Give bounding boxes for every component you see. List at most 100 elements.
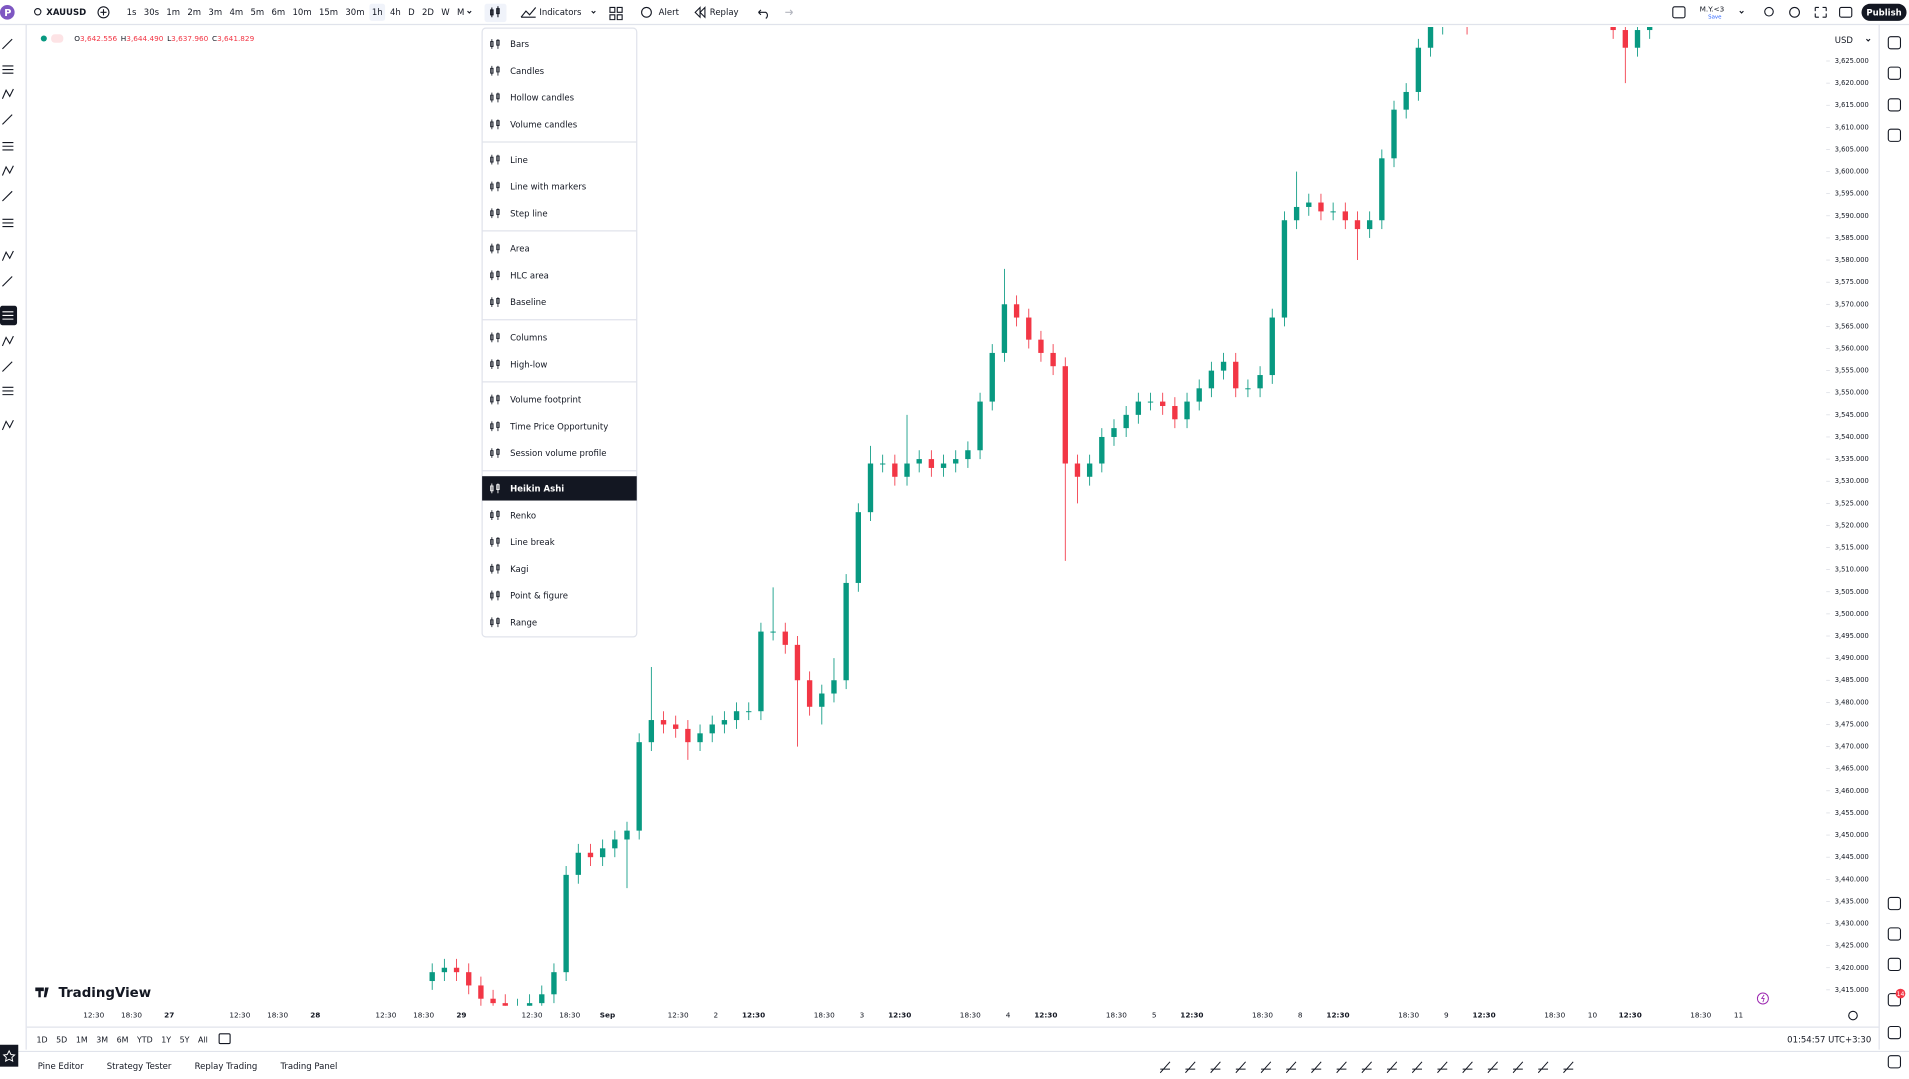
replay-button[interactable]: Replay	[710, 8, 739, 18]
axis-settings[interactable]	[1848, 1010, 1858, 1021]
save-label[interactable]: Save	[1708, 15, 1722, 21]
favorite-tool[interactable]	[1437, 1061, 1448, 1074]
interval[interactable]: 2D	[422, 8, 434, 18]
avatar[interactable]	[0, 5, 15, 20]
menu-item[interactable]: Volume candles	[510, 120, 578, 130]
drawing-tool[interactable]	[1, 165, 14, 176]
goto-date[interactable]	[218, 1033, 231, 1045]
menu-item[interactable]: Candles	[510, 67, 545, 77]
layouts-icon[interactable]	[609, 6, 623, 21]
drawing-tool[interactable]	[1, 419, 14, 431]
widget-icon[interactable]	[1887, 1025, 1902, 1040]
search-icon[interactable]	[34, 8, 42, 16]
favorite-tool[interactable]	[1487, 1061, 1498, 1074]
chart-type-button[interactable]	[484, 3, 507, 23]
widget-icon[interactable]	[1887, 1055, 1902, 1069]
interval[interactable]: 3m	[208, 8, 222, 18]
favorite-tool[interactable]	[1537, 1061, 1549, 1074]
indicators-dropdown[interactable]	[591, 10, 596, 14]
panel-tab[interactable]: Pine Editor	[38, 1062, 84, 1072]
widget-icon[interactable]	[1887, 896, 1902, 911]
publish-button[interactable]	[1861, 3, 1907, 21]
menu-item[interactable]: Volume footprint	[510, 396, 582, 406]
undo[interactable]	[758, 9, 768, 19]
menu-item[interactable]: Line	[510, 156, 528, 166]
layout-icon[interactable]	[1672, 6, 1686, 19]
alert-button[interactable]: Alert	[659, 8, 680, 18]
interval-dropdown[interactable]	[467, 10, 472, 14]
alert-icon[interactable]	[641, 6, 652, 18]
menu-item[interactable]: Heikin Ashi	[510, 484, 564, 494]
favorite-tool[interactable]	[1210, 1061, 1221, 1074]
widget-icon[interactable]	[1887, 98, 1902, 112]
favorite-tool[interactable]	[1336, 1061, 1347, 1074]
menu-item[interactable]: Point & figure	[510, 592, 568, 602]
indicators-icon[interactable]	[520, 7, 537, 18]
currency-label[interactable]: USD	[1835, 36, 1854, 46]
panel-tab[interactable]: Trading Panel	[279, 1062, 337, 1072]
favorite-tool[interactable]	[1386, 1061, 1398, 1074]
range-button[interactable]: 3M	[96, 1035, 108, 1044]
interval[interactable]: 1s	[127, 8, 137, 18]
favorite-tool[interactable]	[1311, 1061, 1322, 1074]
range-button[interactable]: 1D	[37, 1035, 48, 1044]
symbol[interactable]: XAUUSD	[46, 8, 86, 18]
favorite-tool[interactable]	[1260, 1061, 1272, 1074]
menu-item[interactable]: Hollow candles	[510, 94, 575, 104]
widget-icon[interactable]	[1887, 128, 1902, 142]
favorites-button[interactable]	[0, 1044, 19, 1067]
menu-item[interactable]: Kagi	[510, 565, 528, 575]
drawing-tool[interactable]	[2, 276, 13, 287]
interval[interactable]: 1m	[166, 8, 180, 18]
range-button[interactable]: 1M	[76, 1035, 88, 1044]
event-marker[interactable]	[1756, 992, 1769, 1005]
favorite-tool[interactable]	[1411, 1061, 1423, 1074]
menu-item[interactable]: Area	[510, 245, 530, 255]
indicators-button[interactable]: Indicators	[539, 8, 582, 18]
widget-icon[interactable]	[1887, 993, 1902, 1007]
favorite-tool[interactable]	[1159, 1061, 1171, 1074]
drawing-tool[interactable]	[1, 250, 14, 261]
menu-item[interactable]: Line break	[510, 538, 555, 548]
widget-icon[interactable]	[1887, 957, 1902, 972]
snapshot-icon[interactable]	[1839, 6, 1853, 18]
favorite-tool[interactable]	[1563, 1061, 1574, 1074]
drawing-tool[interactable]	[2, 38, 13, 50]
interval[interactable]: 15m	[319, 8, 338, 18]
menu-item[interactable]: Session volume profile	[510, 449, 606, 459]
drawing-tool[interactable]	[2, 190, 13, 202]
favorite-tool[interactable]	[1512, 1061, 1524, 1074]
drawing-tool[interactable]	[2, 65, 14, 74]
drawing-tool[interactable]	[2, 386, 14, 396]
menu-item[interactable]: Renko	[510, 511, 536, 521]
fullscreen-icon[interactable]	[1814, 6, 1827, 18]
widget-icon[interactable]	[1887, 36, 1902, 50]
interval[interactable]: M	[457, 8, 464, 18]
currency-dropdown[interactable]	[1866, 38, 1871, 42]
interval[interactable]: 5m	[250, 8, 264, 18]
interval[interactable]: 10m	[293, 8, 312, 18]
redo[interactable]	[785, 9, 793, 16]
range-button[interactable]: 5Y	[180, 1035, 190, 1044]
favorite-tool[interactable]	[1235, 1061, 1246, 1074]
menu-item[interactable]: Range	[510, 618, 537, 628]
favorite-tool[interactable]	[1285, 1061, 1297, 1074]
menu-item[interactable]: HLC area	[510, 271, 549, 281]
menu-item[interactable]: Baseline	[510, 298, 546, 308]
user-name[interactable]: M.Y.<3	[1700, 4, 1725, 13]
interval[interactable]: 1h	[372, 8, 383, 18]
interval[interactable]: 30s	[144, 8, 160, 18]
favorite-tool[interactable]	[1462, 1061, 1473, 1074]
range-button[interactable]: 6M	[117, 1035, 129, 1044]
favorite-tool[interactable]	[1361, 1061, 1372, 1074]
interval[interactable]: 6m	[271, 8, 285, 18]
drawing-tool[interactable]	[1, 88, 14, 99]
drawing-tool[interactable]	[2, 311, 14, 320]
favorite-tool[interactable]	[1185, 1061, 1196, 1074]
menu-item[interactable]: Line with markers	[510, 183, 587, 193]
interval[interactable]: 2m	[187, 8, 201, 18]
replay-icon[interactable]	[694, 6, 706, 19]
quick-search[interactable]	[1764, 6, 1774, 17]
menu-item[interactable]: Time Price Opportunity	[509, 422, 608, 432]
clock[interactable]: 01:54:57 UTC+3:30	[1787, 1035, 1871, 1045]
